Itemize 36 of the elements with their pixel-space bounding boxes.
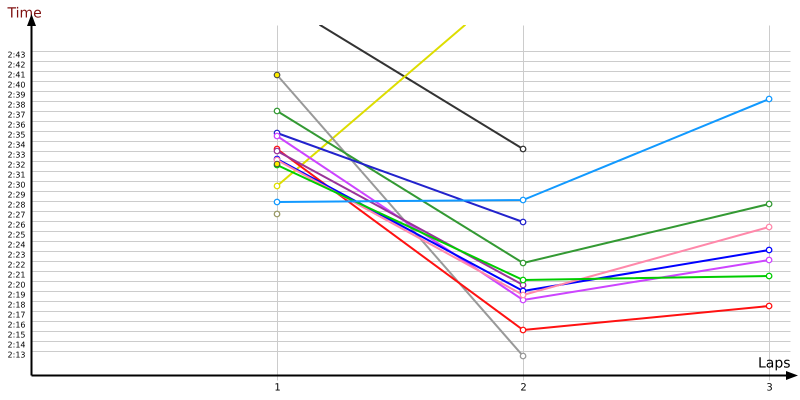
- y-tick-label: 2:29: [8, 190, 26, 200]
- y-tick-label: 2:28: [8, 200, 26, 210]
- y-tick-label: 2:30: [8, 180, 26, 190]
- y-tick-label: 2:35: [8, 130, 26, 140]
- y-tick-label: 2:34: [8, 140, 26, 150]
- y-tick-label: 2:22: [8, 260, 26, 270]
- x-tick-label: 3: [766, 382, 773, 394]
- y-tick-label: 2:38: [8, 100, 26, 110]
- y-tick-label: 2:39: [8, 90, 26, 100]
- y-tick-label: 2:19: [8, 290, 26, 300]
- x-tick-label: 1: [274, 382, 281, 394]
- y-tick-label: 2:16: [8, 320, 26, 330]
- y-tick-label: 2:36: [8, 120, 26, 130]
- y-tick-label: 2:40: [8, 80, 26, 90]
- y-tick-label: 2:41: [8, 70, 26, 80]
- y-tick-label: 2:15: [8, 330, 26, 340]
- y-tick-label: 2:24: [8, 240, 26, 250]
- y-tick-label: 2:32: [8, 160, 26, 170]
- y-tick-label: 2:26: [8, 220, 26, 230]
- y-tick-label: 2:31: [8, 170, 26, 180]
- x-tick-label: 2: [520, 382, 527, 394]
- y-tick-label: 2:20: [8, 280, 26, 290]
- y-tick-label: 2:33: [8, 150, 26, 160]
- y-tick-label: 2:43: [8, 50, 26, 60]
- x-axis-title: Laps: [758, 356, 790, 372]
- y-tick-label: 2:21: [8, 270, 26, 280]
- y-tick-label: 2:37: [8, 110, 26, 120]
- y-tick-label: 2:27: [8, 210, 26, 220]
- y-tick-label: 2:25: [8, 230, 26, 240]
- y-tick-label: 2:42: [8, 60, 26, 70]
- y-axis-title: Time: [6, 6, 42, 22]
- y-tick-label: 2:23: [8, 250, 26, 260]
- y-tick-label: 2:17: [8, 310, 26, 320]
- y-tick-label: 2:13: [8, 350, 26, 360]
- y-tick-label: 2:14: [8, 340, 26, 350]
- y-tick-label: 2:18: [8, 300, 26, 310]
